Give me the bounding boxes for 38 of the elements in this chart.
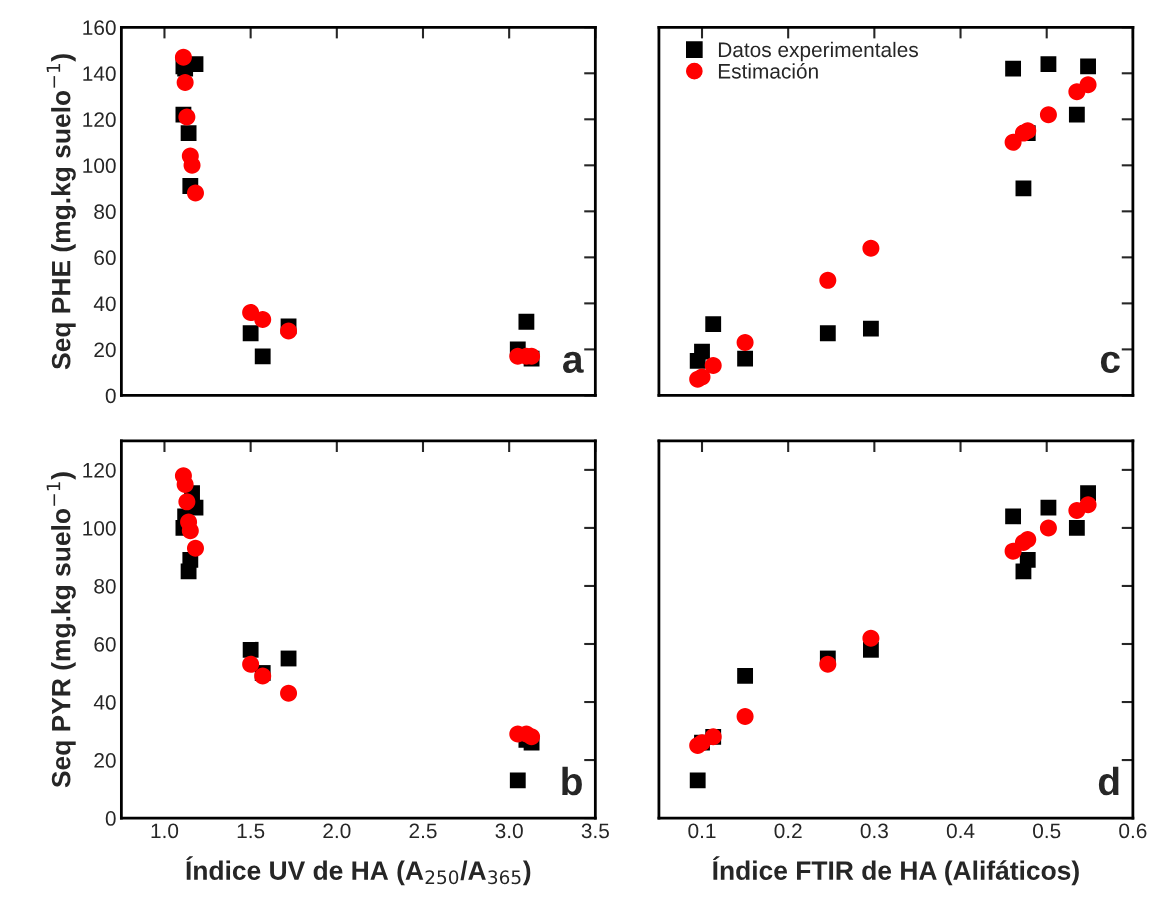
annotation: b [562, 766, 582, 796]
x-tick-label: 2.0 [323, 823, 351, 839]
y-tick-label: 0 [105, 811, 116, 826]
y-tick-label: 140 [83, 66, 116, 82]
y-tick-label: 40 [93, 296, 116, 312]
x-tick-label: 0.6 [1119, 823, 1147, 839]
y-axis-title: Seq PHE (mg.kg suelo$^{−1}$) [46, 54, 76, 370]
annotation: c [1100, 351, 1120, 373]
y-tick-label: 120 [83, 112, 116, 128]
x-tick-label: 0.5 [1033, 823, 1061, 839]
x-tick-label: 0.1 [688, 823, 716, 839]
y-tick-label: 40 [93, 695, 116, 710]
y-tick-label: 100 [83, 158, 116, 174]
y-tick-label: 80 [94, 578, 116, 594]
y-axis-title: Seq PYR (mg.kg suelo$^{−1}$) [46, 472, 76, 788]
x-tick-label: 3.5 [581, 823, 609, 839]
legend-label: Estimación [718, 63, 818, 79]
y-tick-label: 160 [83, 20, 116, 36]
y-tick-label: 60 [94, 636, 116, 652]
x-axis-title: Índice FTIR de HA (Alifáticos) [713, 856, 1079, 886]
x-tick-label: 1.0 [151, 823, 179, 839]
legend-label: Datos experimentales [718, 41, 918, 62]
x-tick-label: 0.3 [860, 823, 888, 839]
x-tick-label: 3.0 [495, 823, 523, 839]
x-tick-label: 2.5 [409, 823, 437, 839]
y-tick-label: 60 [94, 250, 116, 266]
y-tick-label: 0 [105, 388, 116, 404]
x-tick-label: 1.5 [237, 823, 265, 839]
annotation: d [1098, 766, 1119, 796]
x-axis-title: Índice UV de HA (A$_{250}$/A$_{365}$) [186, 856, 531, 886]
y-tick-label: 120 [83, 462, 116, 478]
x-tick-label: 0.2 [774, 823, 802, 839]
y-tick-label: 20 [94, 753, 116, 768]
x-tick-label: 0.4 [946, 823, 975, 839]
y-tick-label: 20 [94, 342, 116, 358]
y-tick-label: 80 [94, 204, 116, 220]
y-tick-label: 100 [83, 520, 116, 536]
annotation: a [563, 351, 584, 373]
